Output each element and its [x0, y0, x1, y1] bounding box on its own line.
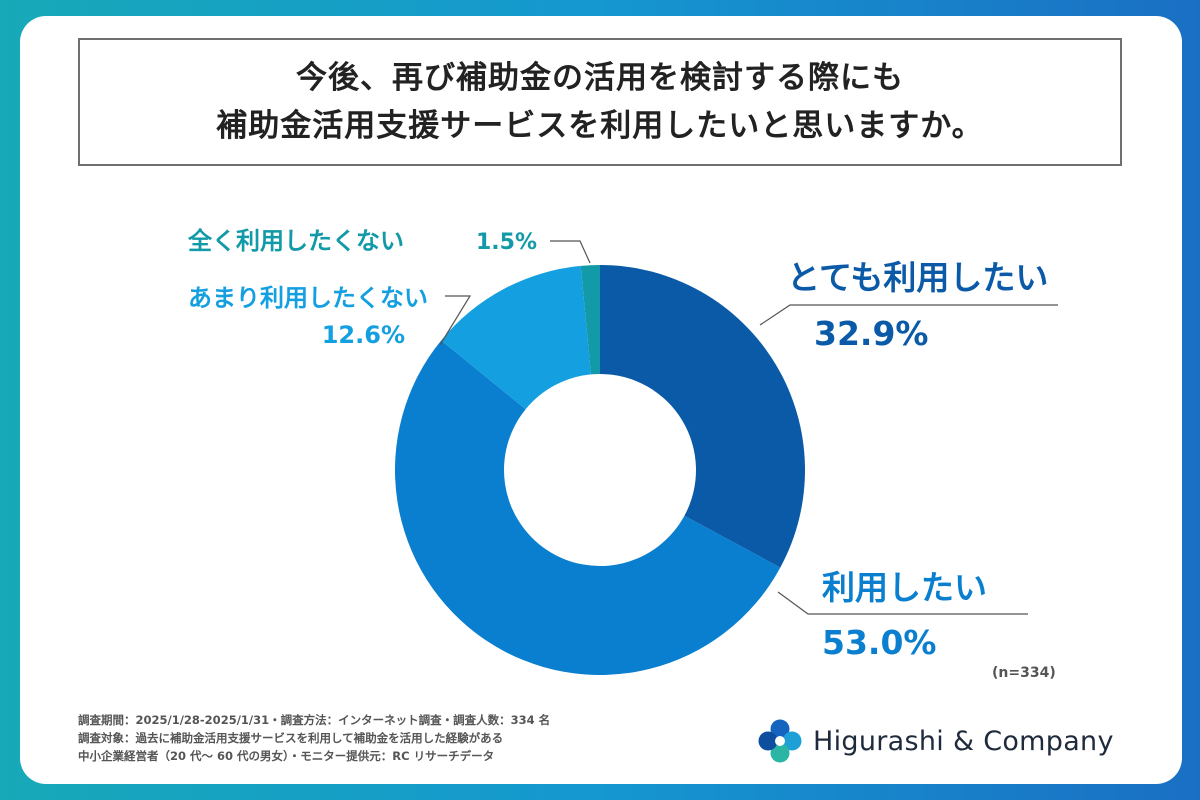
footnote-line-3: 中小企業経営者（20 代〜 60 代の男女）・モニター提供元：RC リサーチデー…	[78, 749, 495, 763]
chart-title-line-1: 今後、再び補助金の活用を検討する際にも	[296, 60, 904, 96]
slice-not-at-all	[580, 265, 600, 375]
leader-line-not-at-all	[550, 240, 591, 264]
leader-line-very-much	[759, 304, 1058, 326]
survey-footnote: 調査期間：2025/1/28-2025/1/31・調査方法：インターネット調査・…	[78, 711, 550, 765]
footnote-line-2: 調査対象：過去に補助金活用支援サービスを利用して補助金を活用した経験がある	[78, 731, 504, 745]
slice-want	[394, 340, 781, 676]
logo-petal	[770, 743, 790, 763]
brand-name: Higurashi & Company	[813, 725, 1114, 757]
value-want: 53.0%	[822, 623, 937, 662]
logo-petal	[782, 731, 802, 751]
leader-line-not-much	[439, 295, 472, 346]
slice-very-much-want	[600, 265, 805, 568]
value-very-much-want: 32.9%	[814, 314, 929, 353]
logo-petal	[758, 731, 778, 751]
label-want: 利用したい	[822, 568, 987, 607]
flower-logo-icon	[758, 719, 802, 763]
chart-title-line-2: 補助金活用支援サービスを利用したいと思いますか。	[216, 108, 984, 144]
logo-center	[775, 736, 785, 746]
value-not-at-all: 1.5%	[476, 230, 537, 255]
label-not-much: あまり利用したくない	[188, 284, 428, 312]
label-not-at-all: 全く利用したくない	[187, 227, 404, 255]
value-not-much: 12.6%	[322, 321, 405, 349]
title-box: 今後、再び補助金の活用を検討する際にも 補助金活用支援サービスを利用したいと思い…	[78, 38, 1122, 166]
logo-petal	[770, 719, 790, 739]
brand: Higurashi & Company	[757, 718, 1114, 764]
slice-not-much	[441, 265, 591, 410]
label-very-much-want: とても利用したい	[787, 258, 1048, 297]
leader-line-want	[777, 591, 1028, 615]
sample-size-note: (n=334)	[992, 665, 1056, 681]
footnote-line-1: 調査期間：2025/1/28-2025/1/31・調査方法：インターネット調査・…	[78, 713, 551, 727]
